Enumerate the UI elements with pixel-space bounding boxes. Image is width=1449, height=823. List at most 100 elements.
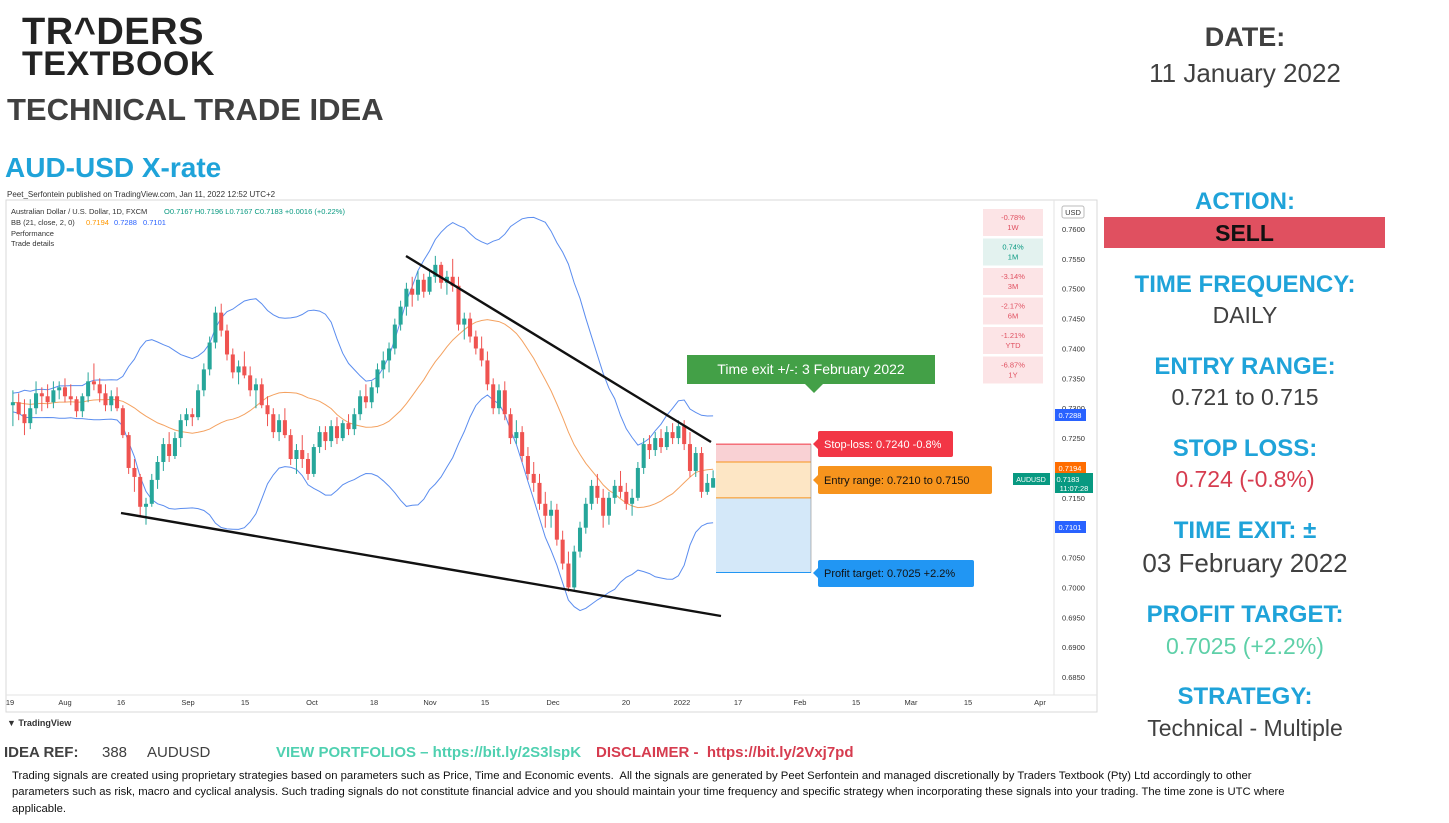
last-price-tag: [1055, 473, 1093, 493]
candle-body: [687, 444, 692, 471]
tradingview-brand-text: TradingView: [18, 718, 72, 728]
candle-body: [699, 453, 704, 492]
price-tick-label: 0.7400: [1062, 344, 1085, 353]
candle-body: [323, 432, 328, 442]
candle-body: [288, 435, 293, 459]
candle-body: [346, 423, 351, 430]
candle-body: [34, 393, 39, 409]
candle-body: [410, 288, 415, 295]
candle-body: [415, 279, 421, 295]
performance-value: -1.21%: [1001, 331, 1025, 340]
candle-body: [109, 396, 114, 406]
time-tick-label: 18: [370, 698, 378, 707]
candle-body: [167, 444, 172, 457]
time-tick-label: 15: [852, 698, 860, 707]
candle-body: [676, 426, 681, 439]
disclaimer-link[interactable]: DISCLAIMER - https://bit.ly/2Vxj7pd: [596, 744, 854, 761]
time-tick-label: Apr: [1034, 698, 1046, 707]
published-note: Peet_Serfontein published on TradingView…: [7, 190, 276, 199]
profit-zone: [716, 497, 811, 573]
candle-body: [577, 527, 583, 552]
candle-body: [554, 509, 559, 540]
profit-target-label: PROFIT TARGET:: [1146, 601, 1344, 628]
bb-lower-value: 0.7101: [143, 218, 166, 227]
candle-body: [618, 485, 623, 492]
candle-body: [589, 485, 594, 504]
candle-body: [658, 438, 664, 448]
candle-body: [502, 390, 507, 415]
candle-body: [473, 336, 478, 349]
action-value-badge: SELL: [1104, 217, 1385, 248]
candle-body: [39, 393, 44, 397]
candle-body: [358, 396, 363, 415]
candle-body: [329, 426, 334, 442]
lower-band-price-label: 0.7101: [1059, 523, 1082, 532]
performance-period: 6M: [1008, 312, 1018, 321]
candle-body: [68, 396, 73, 400]
logo-line-1: TR^DERS: [22, 11, 204, 53]
candle-body: [624, 491, 629, 504]
time-tick-label: Dec: [546, 698, 560, 707]
candle-body: [392, 324, 397, 349]
candle-body: [16, 402, 21, 415]
candle-body: [705, 482, 710, 492]
candle-body: [10, 402, 15, 406]
price-tick-label: 0.7450: [1062, 315, 1085, 324]
candle-body: [178, 420, 183, 439]
candle-body: [543, 503, 548, 516]
countdown-label: 11:07:28: [1060, 484, 1089, 493]
candle-body: [468, 318, 473, 337]
candle-body: [132, 467, 137, 477]
candle-body: [305, 458, 311, 474]
candle-body: [236, 366, 241, 373]
date-value: 11 January 2022: [1149, 58, 1341, 88]
performance-cell: [983, 209, 1043, 236]
candle-body: [496, 390, 502, 409]
entry-zone: [716, 461, 811, 498]
candle-body: [427, 276, 432, 292]
bb-line: BB (21, close, 2, 0): [11, 218, 75, 227]
candle-body: [664, 432, 669, 448]
candle-body: [421, 279, 426, 292]
strategy-label: STRATEGY:: [1177, 683, 1313, 710]
upper-band-price-tag: [1055, 409, 1086, 421]
time-axis-ticks: 19 Aug 16 Sep 15 Oct 18 Nov 15 Dec 20 2022 17 Feb 15 Ma…: [6, 698, 1047, 707]
candle-body: [491, 384, 496, 409]
candle-body: [514, 432, 519, 439]
middle-band-price-label: 0.7194: [1059, 464, 1082, 473]
time-tick-label: 17: [734, 698, 742, 707]
candle-body: [369, 387, 374, 403]
candle-body: [560, 539, 565, 564]
candle-body: [213, 312, 218, 343]
candle-body: [450, 276, 455, 286]
candle-body: [277, 420, 282, 433]
candle-body: [433, 264, 438, 277]
candle-body: [201, 369, 206, 391]
view-portfolios-link[interactable]: VIEW PORTFOLIOS – https://bit.ly/2S3lspK: [276, 744, 582, 761]
candle-body: [74, 399, 79, 412]
candle-body: [248, 375, 253, 391]
time-tick-label: 15: [481, 698, 489, 707]
candle-body: [381, 360, 386, 370]
entry-range-label: ENTRY RANGE:: [1154, 353, 1336, 380]
candle-body: [525, 456, 530, 474]
price-tick-label: 0.7350: [1062, 374, 1085, 383]
candle-body: [253, 384, 258, 391]
candles: [10, 255, 716, 592]
candle-body: [300, 450, 305, 459]
price-tick-label: 0.6950: [1062, 613, 1085, 622]
bb-middle-band: [12, 319, 714, 509]
stop-loss-callout-text: Stop-loss: 0.7240 -0.8%: [824, 439, 942, 451]
candle-body: [190, 414, 195, 418]
candle-body: [224, 330, 230, 355]
symbol-line: Australian Dollar / U.S. Dollar, 1D, FXC…: [11, 207, 147, 216]
time-tick-label: 15: [964, 698, 972, 707]
performance-period: 1W: [1007, 223, 1019, 232]
performance-cell: [983, 238, 1043, 266]
currency-tag-box: [1061, 205, 1085, 219]
price-tick-label: 0.7600: [1062, 225, 1085, 234]
candle-body: [282, 420, 287, 436]
candle-body: [641, 444, 646, 468]
candle-body: [80, 396, 85, 412]
